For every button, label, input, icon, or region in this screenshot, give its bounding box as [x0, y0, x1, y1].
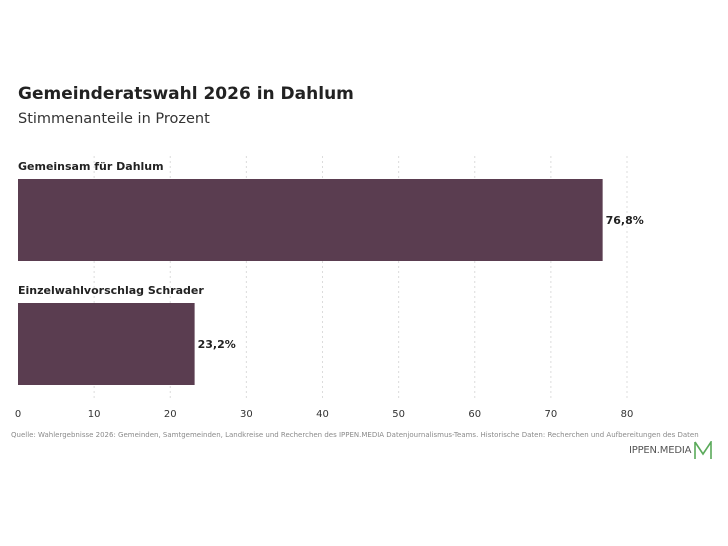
- x-tick-label: 60: [468, 409, 481, 420]
- chart-x-axis-ticks: 0 10 20 30 40 50 60 70 80: [15, 409, 634, 420]
- category-label: Gemeinsam für Dahlum: [18, 160, 164, 173]
- value-label: 23,2%: [198, 338, 236, 351]
- chart-bars: Gemeinsam für Dahlum 76,8% Einzelwahlvorsc…: [18, 160, 644, 385]
- bar: [18, 179, 603, 261]
- x-tick-label: 30: [240, 409, 253, 420]
- category-label: Einzelwahlvorschlag Schrader: [18, 284, 204, 297]
- source-note: Quelle: Wahlergebnisse 2026: Gemeinden, …: [11, 431, 699, 439]
- x-tick-label: 40: [316, 409, 329, 420]
- bar: [18, 303, 195, 385]
- value-label: 76,8%: [606, 214, 644, 227]
- x-tick-label: 50: [392, 409, 405, 420]
- chart-title: Gemeinderatswahl 2026 in Dahlum: [18, 84, 354, 104]
- ippen-media-m-icon: [694, 441, 713, 459]
- x-tick-label: 20: [164, 409, 177, 420]
- x-tick-label: 80: [621, 409, 634, 420]
- bar-chart: Gemeinsam für Dahlum 76,8% Einzelwahlvorsc…: [15, 156, 644, 420]
- x-tick-label: 0: [15, 409, 21, 420]
- x-tick-label: 10: [88, 409, 101, 420]
- brand-name: IPPEN.MEDIA: [629, 445, 692, 456]
- brand-logo: IPPEN.MEDIA: [629, 441, 713, 460]
- chart-subtitle: Stimmenanteile in Prozent: [18, 111, 210, 127]
- x-tick-label: 70: [545, 409, 558, 420]
